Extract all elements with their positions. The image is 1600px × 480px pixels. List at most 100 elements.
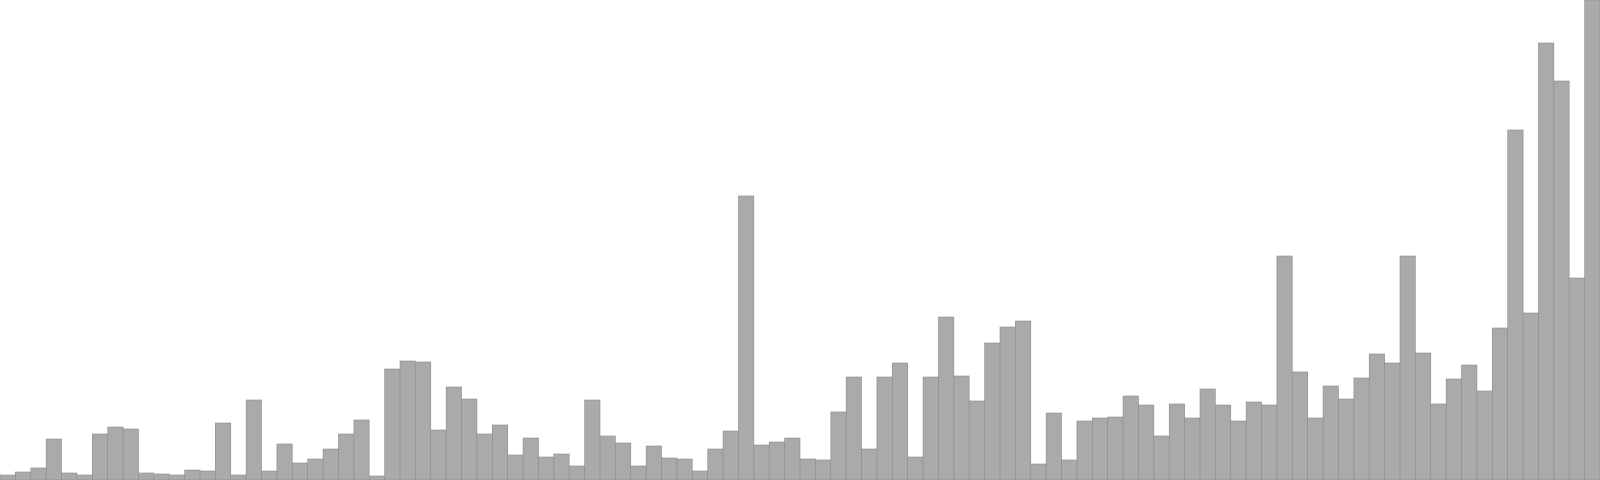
bar-33 xyxy=(492,424,508,480)
bar-86 xyxy=(1307,417,1324,480)
bar-10 xyxy=(138,472,155,480)
bar-57 xyxy=(861,448,878,480)
bar-68 xyxy=(1030,463,1047,480)
bar-45 xyxy=(676,458,693,480)
bar-11 xyxy=(153,473,170,480)
bar-66 xyxy=(999,326,1016,480)
bar-69 xyxy=(1045,412,1062,480)
bar-44 xyxy=(661,457,678,480)
bar-75 xyxy=(1138,404,1155,480)
bar-32 xyxy=(476,433,493,480)
bar-24 xyxy=(353,419,370,480)
bar-20 xyxy=(292,462,308,480)
bar-71 xyxy=(1076,420,1093,480)
bar-83 xyxy=(1261,404,1278,480)
bar-27 xyxy=(399,360,416,480)
bar-98 xyxy=(1492,327,1508,480)
bar-93 xyxy=(1415,352,1432,480)
bar-61 xyxy=(922,376,939,480)
bar-99 xyxy=(1507,129,1524,480)
bar-42 xyxy=(630,465,647,480)
bar-92 xyxy=(1399,255,1416,480)
bar-16 xyxy=(230,474,247,480)
bar-63 xyxy=(953,375,970,480)
bar-47 xyxy=(707,448,724,480)
bar-79 xyxy=(1199,388,1216,480)
bar-38 xyxy=(568,465,585,480)
bar-94 xyxy=(1430,403,1447,480)
bar-87 xyxy=(1322,385,1339,480)
bar-53 xyxy=(799,458,816,480)
bar-46 xyxy=(692,470,708,480)
bar-4 xyxy=(45,438,62,480)
bar-100 xyxy=(1522,312,1539,480)
bar-12 xyxy=(168,474,185,480)
bar-26 xyxy=(384,368,401,480)
bar-102 xyxy=(1553,80,1570,480)
bar-77 xyxy=(1168,403,1185,480)
bar-3 xyxy=(30,467,47,480)
bar-65 xyxy=(984,342,1001,480)
bar-23 xyxy=(338,433,355,480)
bar-91 xyxy=(1384,362,1401,480)
bar-22 xyxy=(322,448,339,480)
bar-41 xyxy=(615,442,632,480)
bar-21 xyxy=(307,458,324,480)
bar-34 xyxy=(507,454,524,480)
bar-2 xyxy=(15,471,32,480)
bar-60 xyxy=(907,456,924,480)
bar-19 xyxy=(276,443,293,480)
bar-7 xyxy=(92,433,108,480)
bar-14 xyxy=(199,470,216,480)
bar-9 xyxy=(122,428,139,480)
bar-51 xyxy=(768,441,785,480)
bar-67 xyxy=(1015,320,1032,480)
bar-29 xyxy=(430,429,447,480)
bar-28 xyxy=(415,361,432,480)
bar-96 xyxy=(1461,364,1478,480)
bar-62 xyxy=(938,316,955,480)
bar-101 xyxy=(1538,42,1555,480)
bar-15 xyxy=(215,422,232,480)
bar-90 xyxy=(1368,353,1385,480)
bar-43 xyxy=(645,445,662,480)
bar-8 xyxy=(107,426,124,480)
bar-78 xyxy=(1184,417,1201,480)
bar-58 xyxy=(876,376,893,480)
bar-30 xyxy=(445,386,462,480)
bar-6 xyxy=(76,474,93,480)
bar-56 xyxy=(845,376,862,480)
bar-5 xyxy=(61,472,78,480)
bar-64 xyxy=(968,400,985,480)
bar-54 xyxy=(815,459,832,480)
bar-97 xyxy=(1476,390,1493,480)
bar-18 xyxy=(261,470,278,480)
bar-52 xyxy=(784,437,801,480)
bar-76 xyxy=(1153,435,1170,480)
bar-82 xyxy=(1245,401,1262,480)
bar-1 xyxy=(0,474,16,480)
bar-55 xyxy=(830,411,847,480)
bar-13 xyxy=(184,469,201,480)
bar-103 xyxy=(1568,277,1585,480)
bar-95 xyxy=(1445,378,1462,480)
bar-88 xyxy=(1338,398,1355,480)
bar-59 xyxy=(892,362,908,480)
bar-85 xyxy=(1292,371,1308,480)
bar-39 xyxy=(584,399,601,480)
bar-104 xyxy=(1584,0,1600,480)
bar-48 xyxy=(722,430,739,480)
bar-35 xyxy=(522,437,539,480)
bar-37 xyxy=(553,453,570,480)
bar-31 xyxy=(461,398,478,480)
bar-40 xyxy=(599,435,616,480)
bar-70 xyxy=(1061,459,1078,480)
bar-73 xyxy=(1107,416,1124,480)
bar-36 xyxy=(538,456,555,480)
bar-81 xyxy=(1230,420,1247,480)
bar-74 xyxy=(1122,395,1139,480)
bar-89 xyxy=(1353,377,1370,480)
